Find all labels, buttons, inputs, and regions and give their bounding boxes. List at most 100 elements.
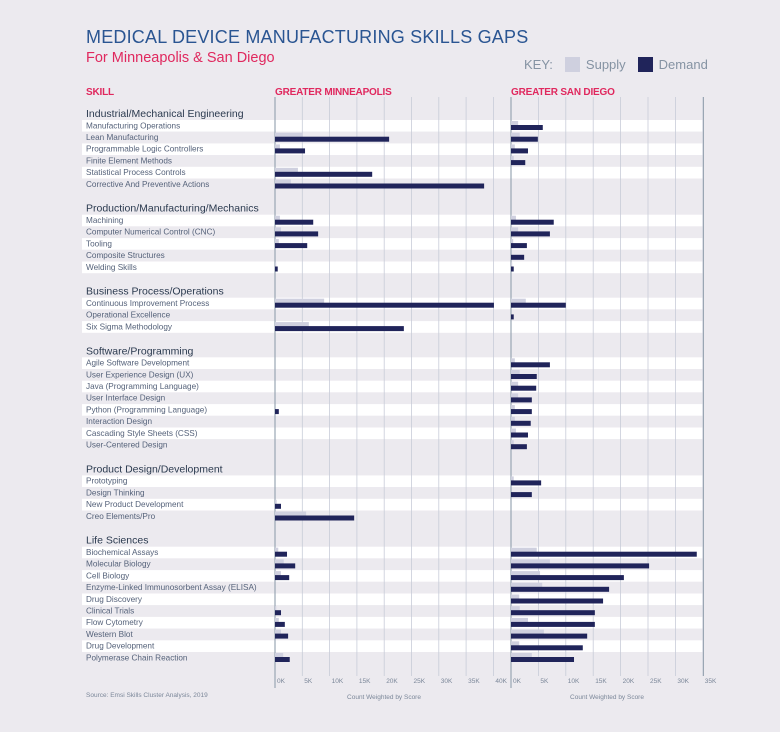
skill-label: Design Thinking xyxy=(86,488,145,497)
grid-layer xyxy=(274,97,704,688)
sd-supply-bar xyxy=(511,393,519,398)
mpls-demand-bar xyxy=(275,266,278,272)
sd-supply-bar xyxy=(511,547,537,553)
chart-subtitle: For Minneapolis & San Diego xyxy=(86,50,275,66)
mpls-tick-label: 10K xyxy=(332,678,344,685)
bars-layer xyxy=(275,121,697,662)
mpls-supply-bar xyxy=(275,262,277,267)
row-stripe xyxy=(82,357,703,369)
sd-demand-bar xyxy=(511,575,624,581)
mpls-demand-bar xyxy=(275,515,355,521)
mpls-demand-bar xyxy=(275,657,290,662)
mpls-tick-label: 35K xyxy=(468,678,480,685)
sd-demand-bar xyxy=(511,492,532,498)
sd-supply-bar xyxy=(511,381,519,387)
sd-supply-bar xyxy=(511,298,526,304)
mpls-demand-bar xyxy=(275,171,373,177)
sd-demand-bar xyxy=(511,148,528,154)
mpls-demand-bar xyxy=(275,409,279,415)
sd-supply-bar xyxy=(511,582,543,588)
skill-label: Composite Structures xyxy=(86,251,165,260)
mpls-demand-bar xyxy=(275,219,314,225)
mpls-demand-bar xyxy=(275,575,290,581)
sd-demand-bar xyxy=(511,480,542,486)
sd-supply-bar xyxy=(511,358,515,363)
sd-supply-bar xyxy=(511,571,541,576)
skill-label: User Experience Design (UX) xyxy=(86,370,194,379)
category-heading: Industrial/Mechanical Engineering xyxy=(86,108,244,120)
sd-tick-label: 35K xyxy=(705,678,717,685)
skill-label: Biochemical Assays xyxy=(86,548,158,557)
skill-label: Drug Discovery xyxy=(86,595,143,604)
mpls-supply-bar xyxy=(275,167,298,173)
mpls-supply-bar xyxy=(275,617,279,623)
sd-supply-bar xyxy=(511,606,520,611)
sd-supply-bar xyxy=(511,653,532,658)
sd-tick-label: 10K xyxy=(568,678,580,685)
mpls-supply-bar xyxy=(275,215,280,221)
sd-supply-bar xyxy=(511,428,516,433)
sd-demand-bar xyxy=(511,563,650,569)
mpls-tick-label: 0K xyxy=(277,678,286,685)
row-stripe xyxy=(82,427,703,440)
mpls-supply-bar xyxy=(275,547,279,553)
skill-label: Cascading Style Sheets (CSS) xyxy=(86,429,198,438)
sd-supply-bar xyxy=(511,239,514,244)
sd-demand-bar xyxy=(511,444,527,450)
sd-demand-bar xyxy=(511,420,531,426)
mpls-supply-bar xyxy=(275,653,284,658)
row-stripe xyxy=(82,120,703,132)
sd-supply-bar xyxy=(511,617,528,623)
mpls-tick-label: 30K xyxy=(441,678,453,685)
row-stripe xyxy=(82,498,703,511)
sd-supply-bar xyxy=(511,440,514,445)
sd-tick-label: 30K xyxy=(677,678,689,685)
labels-layer: Industrial/Mechanical EngineeringManufac… xyxy=(86,108,717,701)
sd-demand-bar xyxy=(511,254,525,260)
mpls-tick-label: 25K xyxy=(414,678,426,685)
mpls-supply-bar xyxy=(275,227,282,232)
row-stripe xyxy=(82,249,703,262)
skill-label: Prototyping xyxy=(86,477,128,486)
row-stripe xyxy=(82,309,703,322)
row-stripe xyxy=(82,439,703,451)
sd-supply-bar xyxy=(511,121,519,126)
mpls-tick-label: 15K xyxy=(359,678,371,685)
mpls-demand-bar xyxy=(275,302,494,308)
sd-demand-bar xyxy=(511,586,610,592)
mpls-tick-label: 20K xyxy=(386,678,398,685)
skill-label: Interaction Design xyxy=(86,417,152,426)
skill-label: Python (Programming Language) xyxy=(86,405,207,414)
mpls-demand-bar xyxy=(275,621,285,627)
skill-label: Computer Numerical Control (CNC) xyxy=(86,228,215,237)
sd-demand-bar xyxy=(511,219,554,225)
sd-demand-bar xyxy=(511,231,550,237)
sd-demand-bar xyxy=(511,621,595,627)
mpls-supply-bar xyxy=(275,322,309,327)
skill-label: Cell Biology xyxy=(86,571,130,580)
category-heading: Software/Programming xyxy=(86,345,194,357)
skill-label: Programmable Logic Controllers xyxy=(86,145,203,154)
sd-x-axis-label: Count Weighted by Score xyxy=(570,694,644,701)
sd-demand-bar xyxy=(511,243,527,249)
skill-label: Operational Excellence xyxy=(86,311,171,320)
mpls-demand-bar xyxy=(275,136,390,142)
legend: KEY: Supply Demand xyxy=(524,57,708,72)
skill-label: User-Centered Design xyxy=(86,441,168,450)
row-stripe xyxy=(82,570,703,582)
row-stripe xyxy=(82,558,703,571)
sd-supply-bar xyxy=(511,641,520,646)
sd-demand-bar xyxy=(511,302,566,308)
mpls-demand-bar xyxy=(275,231,319,237)
sd-supply-bar xyxy=(511,144,515,149)
mpls-demand-bar xyxy=(275,503,282,509)
sd-tick-label: 15K xyxy=(595,678,607,685)
mpls-demand-bar xyxy=(275,183,485,189)
skill-label: Clinical Trials xyxy=(86,607,134,616)
mpls-demand-bar xyxy=(275,610,282,616)
mpls-supply-bar xyxy=(275,559,284,564)
skill-label: Creo Elements/Pro xyxy=(86,512,156,521)
skill-label: Statistical Process Controls xyxy=(86,168,186,177)
row-stripe xyxy=(82,640,703,652)
